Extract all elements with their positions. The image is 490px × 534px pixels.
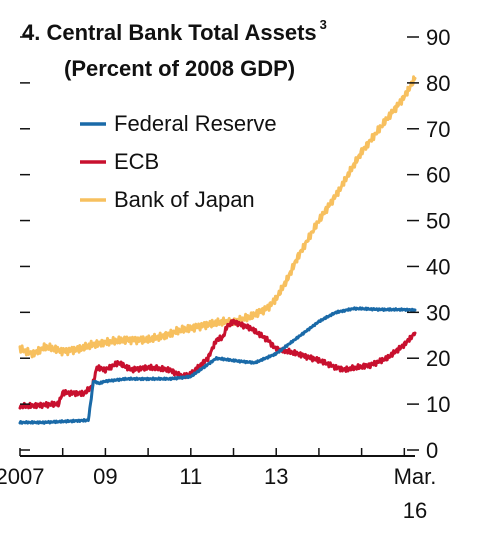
x-tick-label: 11 (179, 464, 202, 489)
series-line-federal-reserve (18, 306, 417, 425)
chart-title: Central Bank Total Assets (46, 20, 316, 45)
series-line-ecb (18, 318, 417, 410)
axes-group: 2007 09 11 13 Mar. 16 0 10 20 30 40 50 60 70 80 90 (0, 25, 450, 523)
x-tick-label: 13 (264, 464, 288, 489)
chart-number: 4. (22, 20, 40, 45)
y-tick-label: 10 (426, 392, 450, 417)
y-tick-label: 30 (426, 300, 450, 325)
x-tick-label: 09 (93, 464, 117, 489)
y-tick-label: 20 (426, 346, 450, 371)
legend-label: ECB (114, 149, 159, 174)
x-tick-label-line2: 16 (403, 498, 427, 523)
x-tick-label: 2007 (0, 464, 44, 489)
y-tick-label: 60 (426, 163, 450, 188)
series-line-bank-of-japan (18, 75, 417, 359)
legend-label: Bank of Japan (114, 187, 255, 212)
y-tick-label: 80 (426, 71, 450, 96)
chart-title-line1: 4. Central Bank Total Assets 3 (22, 17, 327, 45)
chart-title-superscript: 3 (320, 17, 327, 32)
y-tick-label: 0 (426, 438, 438, 463)
x-tick-label: Mar. (394, 464, 437, 489)
y-tick-label: 70 (426, 117, 450, 142)
legend-label: Federal Reserve (114, 111, 277, 136)
y-tick-label: 90 (426, 25, 450, 50)
y-tick-label: 40 (426, 254, 450, 279)
y-tick-label: 50 (426, 209, 450, 234)
series-group (18, 75, 417, 425)
legend: Federal Reserve ECB Bank of Japan (80, 111, 277, 212)
chart-subtitle: (Percent of 2008 GDP) (64, 56, 295, 81)
